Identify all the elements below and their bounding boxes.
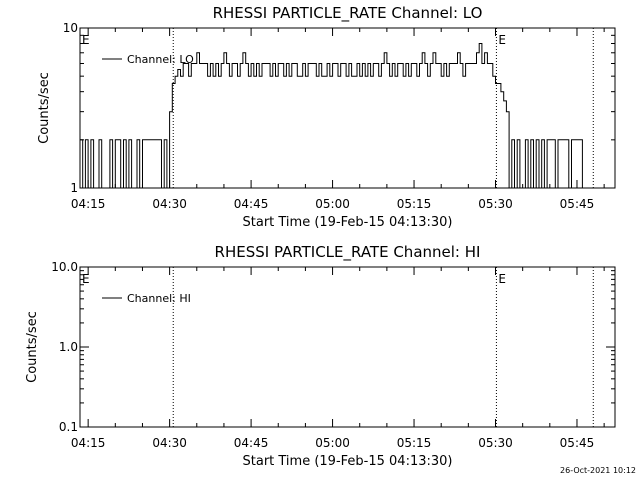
y-axis-label: Counts/sec <box>25 311 40 383</box>
x-tick-label: 04:45 <box>234 436 269 450</box>
y-tick-label: 10 <box>63 21 78 35</box>
x-axis-label: Start Time (19-Feb-15 04:13:30) <box>243 454 453 469</box>
y-tick-label: 0.1 <box>59 420 78 434</box>
x-tick-label: 05:45 <box>560 197 595 211</box>
x-tick-label: 04:45 <box>234 197 269 211</box>
chart-title: RHESSI PARTICLE_RATE Channel: HI <box>215 243 481 262</box>
generation-timestamp: 26-Oct-2021 10:12 <box>560 466 636 475</box>
y-tick-label: 1 <box>70 181 78 195</box>
event-marker: E <box>82 272 90 286</box>
plot-frame <box>79 266 616 428</box>
chart-title: RHESSI PARTICLE_RATE Channel: LO <box>213 4 483 23</box>
x-tick-label: 05:15 <box>397 436 432 450</box>
x-axis-label: Start Time (19-Feb-15 04:13:30) <box>243 215 453 230</box>
event-marker: E <box>498 33 506 47</box>
x-tick-label: 05:45 <box>560 436 595 450</box>
hi-channel-panel: RHESSI PARTICLE_RATE Channel: HI E E 04:15 0… <box>25 243 616 469</box>
x-tick-label: 05:30 <box>478 197 513 211</box>
event-marker: E <box>498 272 506 286</box>
plot-frame <box>79 27 616 189</box>
y-tick-label: 10.0 <box>51 260 78 274</box>
legend-entry: Channel: LO <box>127 53 194 66</box>
x-tick-label: 04:15 <box>71 436 106 450</box>
y-tick-label: 1.0 <box>59 340 78 354</box>
x-tick-label: 05:15 <box>397 197 432 211</box>
legend-entry: Channel: HI <box>127 292 191 305</box>
x-tick-label: 05:30 <box>478 436 513 450</box>
x-tick-label: 05:00 <box>315 436 350 450</box>
lo-channel-panel: RHESSI PARTICLE_RATE Channel: LO E E 04:15 0… <box>37 4 616 230</box>
event-marker: E <box>82 33 90 47</box>
x-tick-label: 05:00 <box>315 197 350 211</box>
y-axis-label: Counts/sec <box>37 72 52 144</box>
x-tick-label: 04:30 <box>152 197 187 211</box>
x-tick-label: 04:15 <box>71 197 106 211</box>
x-tick-label: 04:30 <box>152 436 187 450</box>
series-line-1 <box>80 43 586 188</box>
